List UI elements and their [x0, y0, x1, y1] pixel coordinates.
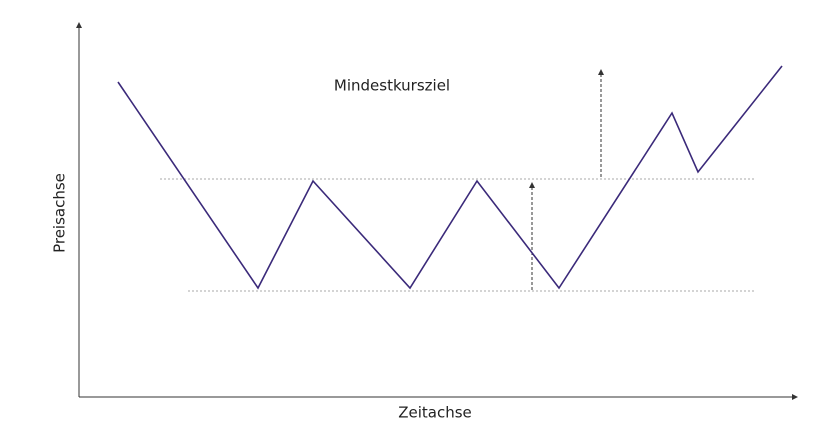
- y-axis-label: Preisachse: [51, 173, 69, 253]
- price-line: [117, 65, 783, 290]
- x-axis-label: Zeitachse: [398, 404, 472, 422]
- annotation: Mindestkursziel: [334, 77, 450, 95]
